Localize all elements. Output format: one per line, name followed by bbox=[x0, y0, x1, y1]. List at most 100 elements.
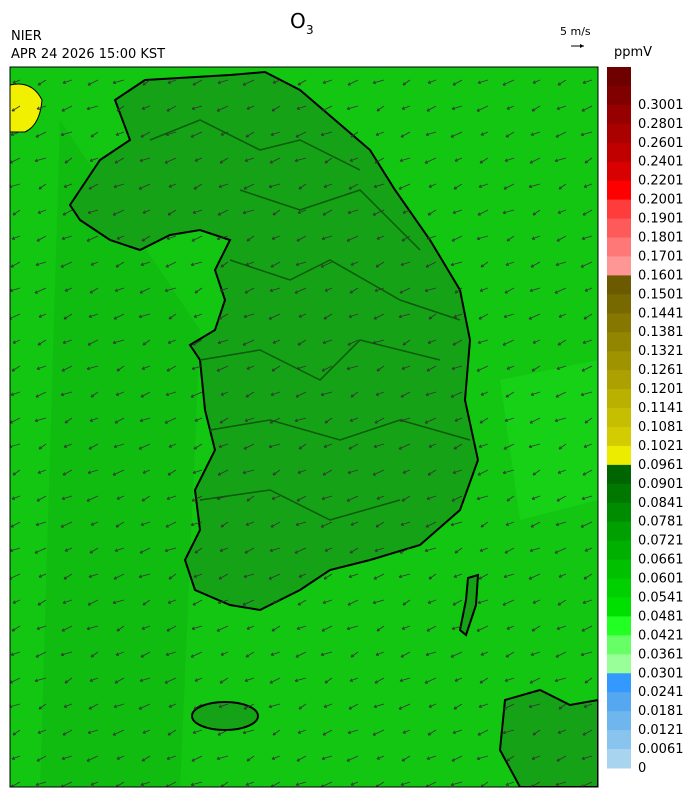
wind-arrowhead bbox=[115, 264, 120, 268]
wind-arrowhead bbox=[504, 550, 509, 554]
wind-arrow bbox=[194, 677, 203, 682]
wind-arrow bbox=[531, 755, 541, 760]
wind-arrowhead bbox=[401, 758, 406, 762]
wind-arrow bbox=[452, 79, 463, 86]
wind-arrowhead bbox=[12, 212, 17, 216]
wind-arrow bbox=[89, 157, 99, 162]
wind-arrowhead bbox=[139, 418, 144, 423]
wind-arrowhead bbox=[245, 134, 250, 138]
wind-arrowhead bbox=[322, 212, 327, 216]
wind-arrow bbox=[142, 469, 151, 474]
wind-arrow bbox=[555, 391, 567, 398]
wind-arrowhead bbox=[164, 288, 169, 293]
wind-arrow bbox=[582, 469, 593, 476]
wind-arrowhead bbox=[90, 262, 95, 266]
japan-coast bbox=[498, 688, 598, 787]
wind-arrowhead bbox=[115, 524, 120, 528]
wind-arrow bbox=[298, 703, 307, 710]
wind-arrowhead bbox=[479, 680, 484, 684]
wind-arrowhead bbox=[164, 160, 169, 164]
wind-arrowhead bbox=[165, 264, 170, 268]
agency: NIER bbox=[11, 29, 42, 44]
wind-arrow bbox=[193, 703, 203, 710]
colorbar-label: 0.0721 bbox=[638, 534, 684, 549]
wind-arrow bbox=[452, 729, 463, 734]
wind-arrow bbox=[61, 235, 73, 240]
wind-arrow bbox=[191, 235, 203, 242]
wind-arrow bbox=[113, 703, 125, 708]
wind-arrowhead bbox=[504, 418, 509, 422]
wind-arrowhead bbox=[191, 626, 196, 631]
wind-arrowhead bbox=[167, 212, 172, 216]
wind-arrow bbox=[298, 183, 307, 190]
colorbar-swatch bbox=[607, 370, 631, 390]
wind-arrow bbox=[116, 235, 125, 240]
colorbar-label: 0.1321 bbox=[638, 344, 684, 359]
wind-arrowhead bbox=[114, 680, 119, 684]
wind-arrow bbox=[504, 157, 515, 162]
wind-arrowhead bbox=[246, 238, 251, 242]
wind-arrow bbox=[164, 157, 177, 164]
wind-arrow bbox=[115, 391, 125, 396]
wind-arrow bbox=[580, 131, 593, 136]
wind-arrow bbox=[192, 79, 203, 86]
wind-arrow bbox=[294, 417, 307, 422]
wind-arrowhead bbox=[140, 394, 145, 398]
wind-arrowhead bbox=[583, 444, 588, 448]
wind-arrowhead bbox=[35, 394, 40, 398]
wind-arrowhead bbox=[89, 418, 94, 422]
wind-arrowhead bbox=[375, 132, 380, 136]
colorbar-swatch bbox=[607, 332, 631, 352]
wind-arrowhead bbox=[373, 184, 378, 189]
wind-arrow bbox=[87, 729, 99, 734]
wind-arrowhead bbox=[530, 392, 535, 396]
wind-arrow bbox=[10, 703, 21, 708]
wind-arrow bbox=[114, 157, 125, 164]
wind-arrow bbox=[37, 729, 47, 734]
wind-arrowhead bbox=[295, 134, 300, 138]
colorbar-label: 0.0481 bbox=[638, 609, 684, 624]
wind-arrowhead bbox=[582, 212, 587, 216]
wind-arrowhead bbox=[427, 600, 432, 604]
wind-arrowhead bbox=[372, 600, 377, 605]
wind-arrowhead bbox=[298, 574, 303, 578]
wind-arrow bbox=[426, 625, 437, 632]
wind-arrowhead bbox=[165, 524, 170, 528]
wind-arrowhead bbox=[505, 394, 510, 398]
wind-arrowhead bbox=[350, 782, 355, 786]
wind-arrow bbox=[349, 417, 359, 422]
wind-arrow bbox=[424, 677, 437, 684]
wind-arrowhead bbox=[400, 522, 405, 526]
wind-arrowhead bbox=[37, 470, 42, 474]
wind-arrow bbox=[425, 651, 437, 656]
wind-arrowhead bbox=[64, 288, 69, 292]
wind-arrow bbox=[63, 313, 73, 320]
wind-arrow bbox=[320, 261, 333, 268]
wind-arrow bbox=[164, 287, 177, 292]
wind-arrow bbox=[428, 573, 437, 580]
wind-arrowhead bbox=[191, 238, 196, 242]
wind-arrow bbox=[555, 131, 567, 138]
wind-arrow bbox=[190, 521, 203, 526]
wind-arrowhead bbox=[401, 498, 406, 502]
wind-arrow bbox=[38, 573, 47, 578]
wind-arrowhead bbox=[194, 158, 199, 162]
wind-arrowhead bbox=[36, 238, 41, 242]
wind-arrowhead bbox=[480, 652, 485, 656]
wind-arrowhead bbox=[374, 420, 379, 424]
wind-arrow bbox=[427, 339, 437, 344]
colorbar-swatch bbox=[607, 464, 631, 485]
wind-arrow bbox=[191, 495, 203, 502]
wind-arrowhead bbox=[296, 498, 301, 502]
wind-arrow bbox=[90, 781, 99, 786]
wind-arrowhead bbox=[142, 602, 147, 606]
wind-arrow bbox=[426, 105, 437, 112]
wind-arrowhead bbox=[346, 758, 351, 762]
wind-arrow bbox=[400, 521, 411, 526]
wind-arrowhead bbox=[243, 446, 248, 450]
wind-arrowhead bbox=[556, 238, 561, 242]
wind-arrowhead bbox=[10, 132, 15, 136]
wind-arrowhead bbox=[506, 366, 511, 370]
wind-arrowhead bbox=[320, 132, 325, 137]
wind-arrowhead bbox=[424, 160, 429, 164]
